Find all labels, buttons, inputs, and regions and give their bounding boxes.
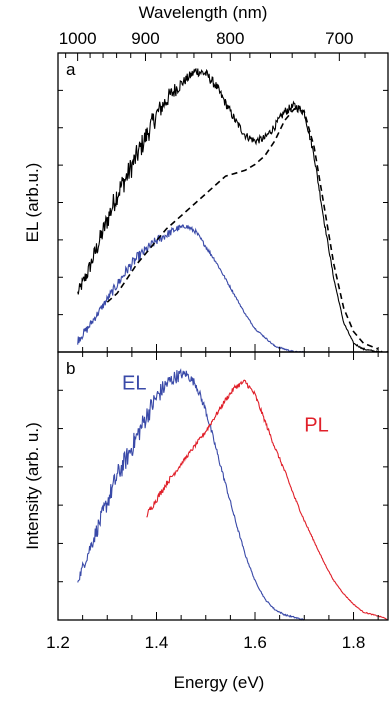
x-tick-label: 1.2 [46,633,70,652]
panel-a-ylabel: EL (arb.u.) [23,163,42,243]
x-tick-label: 1.4 [145,633,169,652]
x-top-tick-label: 700 [325,29,353,48]
panel-a-series-group [77,67,389,353]
panel-a-series-line-0 [77,67,389,353]
axes-group [57,52,389,621]
labels-group: a EL (arb.u.) b Intensity (arb. u.) EL PL 1.2 1… [23,3,365,692]
x-tick-label: 1.8 [342,633,366,652]
panel-a-series-line-1 [77,224,305,353]
panel-b-series-line-1 [146,379,389,621]
x-top-tick-label: 800 [216,29,244,48]
panel-a-label: a [66,60,76,79]
panel-b-frame [57,351,389,621]
x-tick-label: 1.6 [243,633,267,652]
x-top-axis-label: Wavelength (nm) [139,3,268,22]
panel-b-series-group [77,368,389,621]
panel-b-label: b [66,359,75,378]
panel-b-series-line-0 [77,368,305,621]
panel-b-annotation-pl: PL [304,414,328,436]
x-axis-label: Energy (eV) [174,673,265,692]
ticks-group [57,53,388,620]
panel-a-series-line-2 [106,107,379,350]
panel-b-annotation-el: EL [122,372,146,394]
panel-b-ylabel: Intensity (arb. u.) [23,422,42,550]
x-top-tick-label: 1000 [59,29,97,48]
x-top-tick-label: 900 [131,29,159,48]
